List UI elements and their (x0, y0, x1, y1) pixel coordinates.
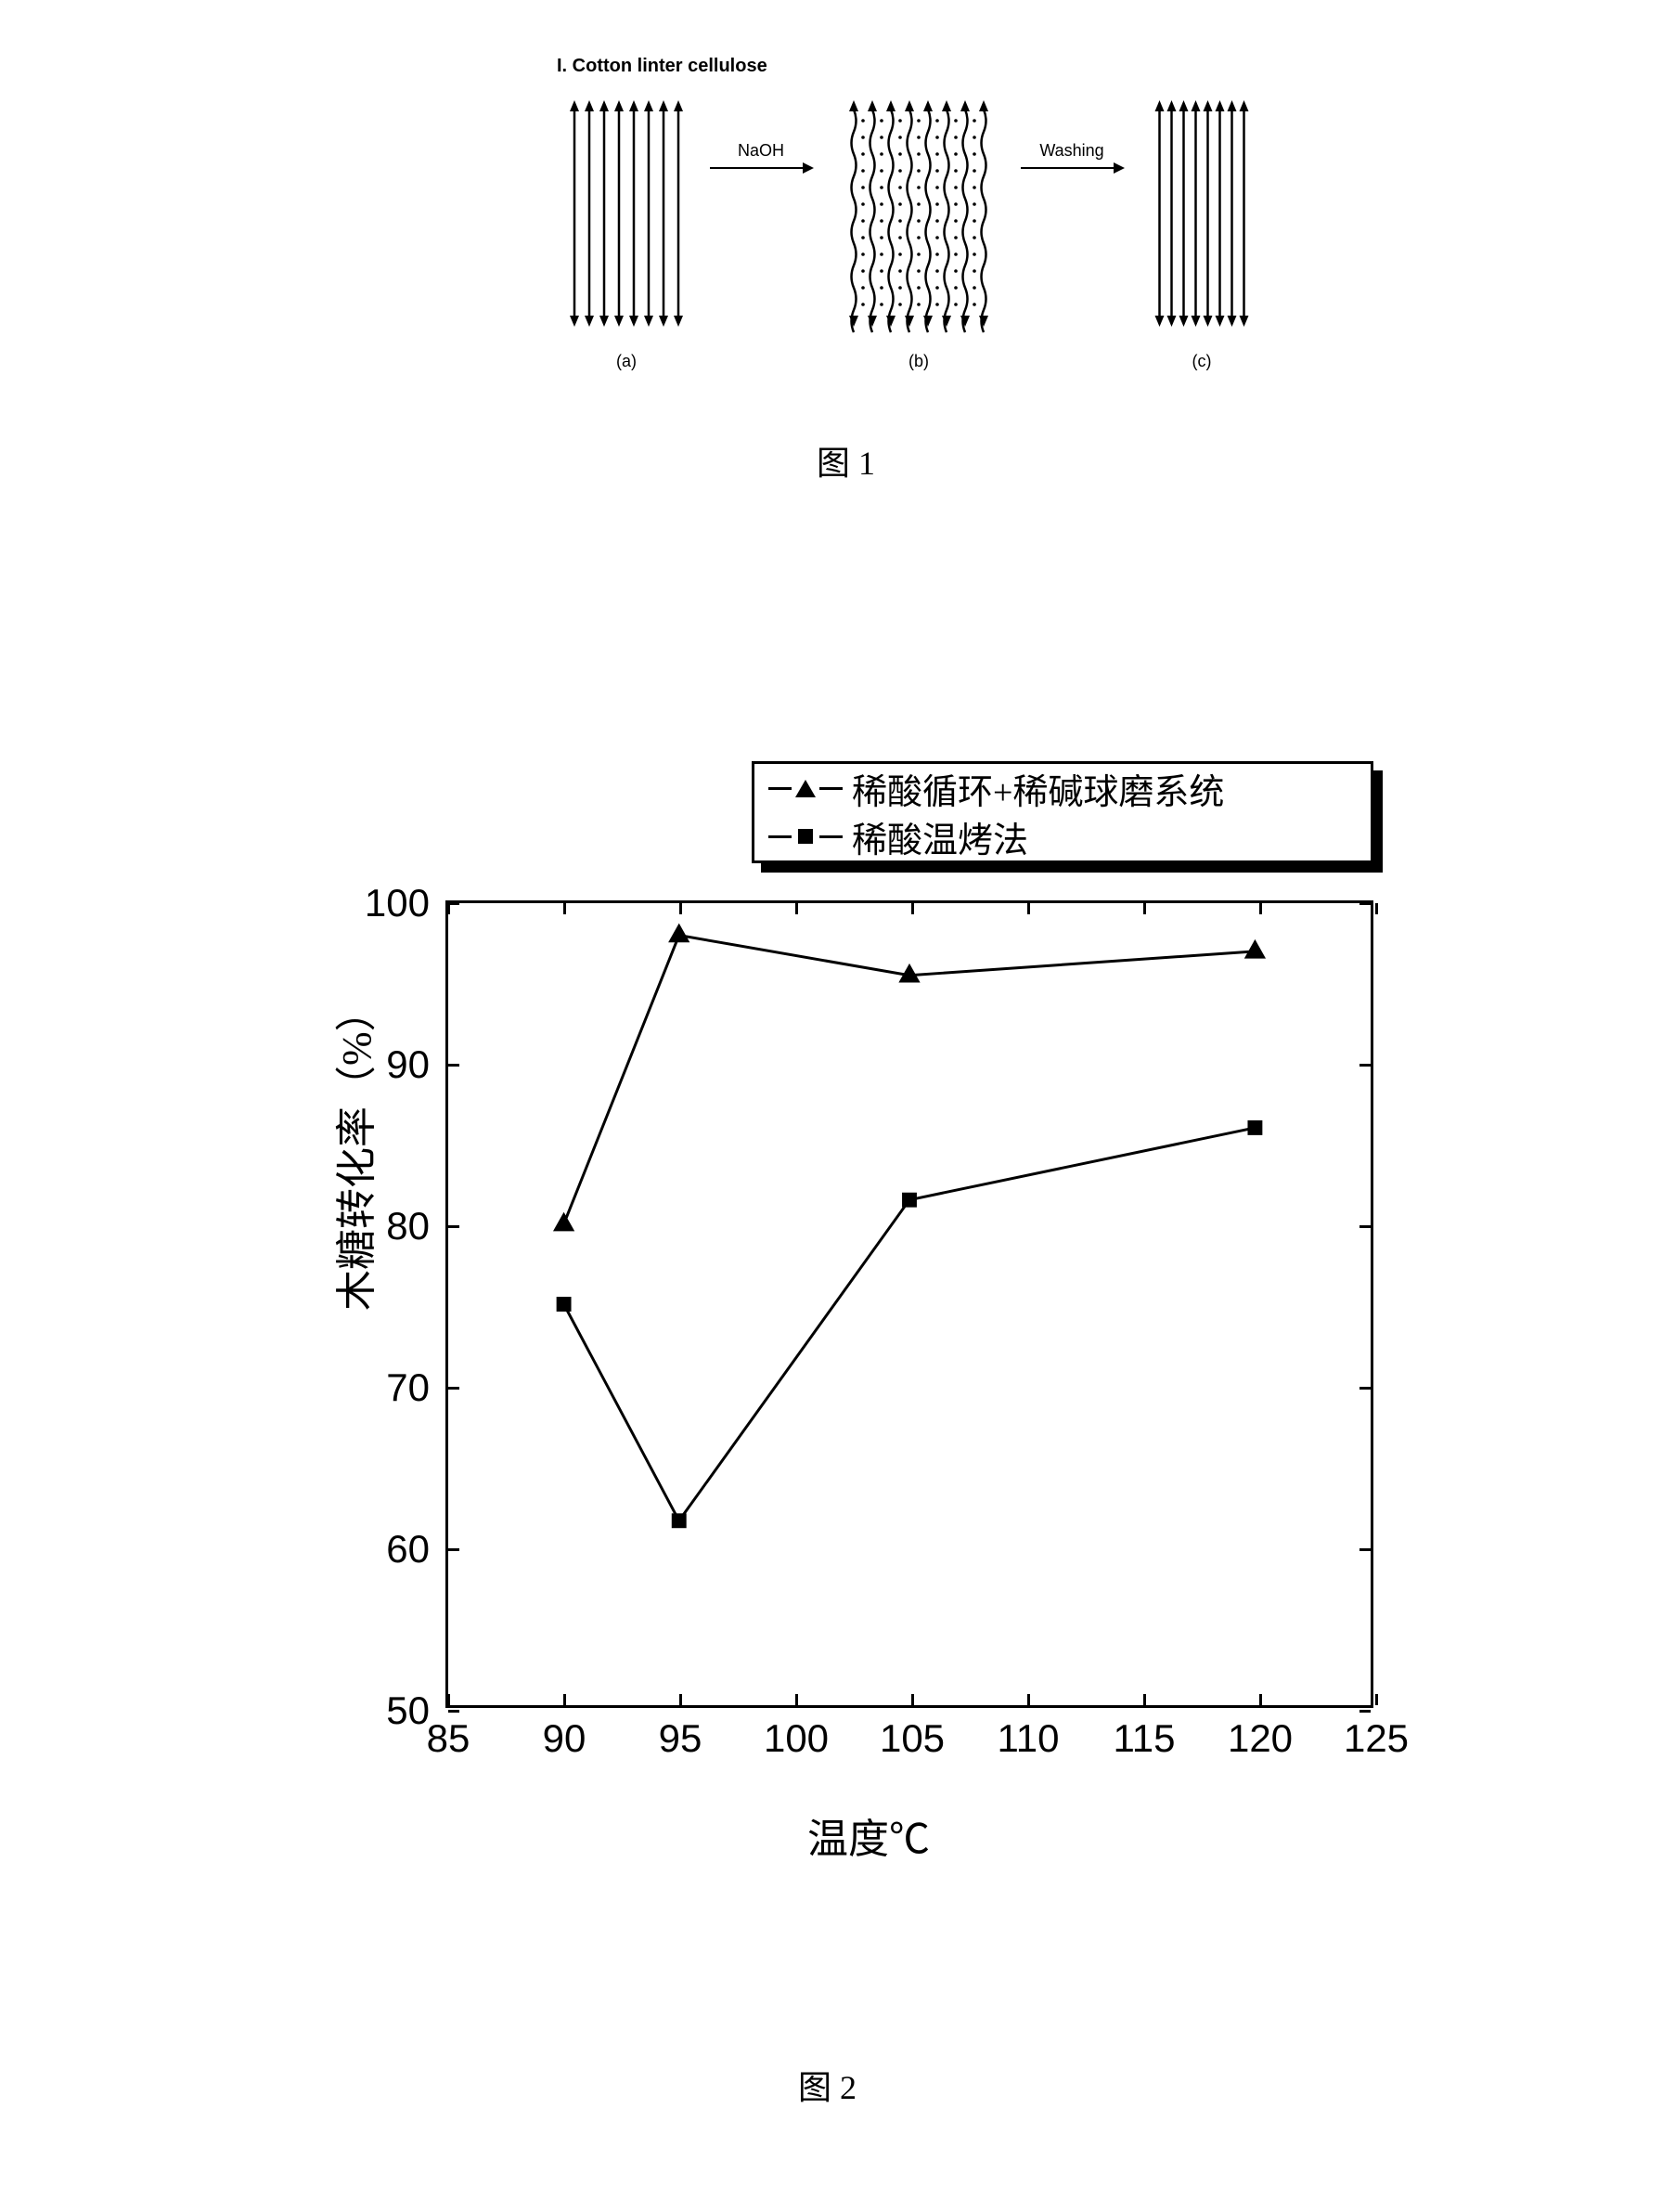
panel-c-label: (c) (1192, 352, 1212, 371)
x-axis-title: 温度℃ (807, 1805, 930, 1865)
y-tick-label: 60 (346, 1527, 430, 1572)
y-tick (448, 902, 459, 905)
y-tick (1359, 902, 1371, 905)
legend-item-series1: 稀酸循环+稀碱球磨系统 (754, 764, 1371, 812)
fig1-caption: 图 1 (817, 436, 875, 485)
square-icon (798, 829, 813, 844)
arrow-line-icon (710, 167, 812, 169)
washing-label: Washing (1021, 141, 1123, 161)
panel-a-label: (a) (616, 352, 637, 371)
x-tick (1027, 1694, 1030, 1705)
x-tick-label: 100 (764, 1716, 829, 1761)
y-tick (448, 1225, 459, 1228)
y-axis-title: 木糖转化率（%） (323, 990, 382, 1311)
arrow-naoh: NaOH (710, 167, 812, 169)
fiber-diagram-b (835, 93, 1002, 334)
x-tick (1259, 903, 1262, 914)
x-tick (447, 903, 450, 914)
x-tick (1375, 1694, 1378, 1705)
x-tick (1259, 1694, 1262, 1705)
legend-label-1: 稀酸循环+稀碱球磨系统 (852, 763, 1224, 814)
x-tick (563, 903, 566, 914)
x-tick (911, 903, 914, 914)
x-tick-label: 120 (1228, 1716, 1293, 1761)
arrow-line-icon (1021, 167, 1123, 169)
x-tick (447, 1694, 450, 1705)
x-tick (1027, 903, 1030, 914)
x-tick-label: 105 (880, 1716, 945, 1761)
y-tick (1359, 1710, 1371, 1713)
x-tick (911, 1694, 914, 1705)
y-tick (1359, 1548, 1371, 1551)
legend-item-series2: 稀酸温烤法 (754, 812, 1371, 860)
legend-marker-square (768, 829, 843, 844)
fiber-diagram-a (557, 93, 696, 334)
x-tick-label: 85 (427, 1716, 470, 1761)
x-tick-label: 90 (543, 1716, 586, 1761)
x-tick (563, 1694, 566, 1705)
chart-plot-area: 5060708090100 859095100105110115120125 (445, 900, 1373, 1708)
fig1-panel-a: (a) (557, 93, 696, 339)
y-tick (1359, 1225, 1371, 1228)
fig2-caption: 图 2 (798, 2061, 857, 2109)
x-tick (1143, 903, 1146, 914)
chart-legend: 稀酸循环+稀碱球磨系统 稀酸温烤法 (752, 761, 1373, 863)
arrow-washing: Washing (1021, 167, 1123, 169)
chart-svg (448, 903, 1371, 1705)
fiber-diagram-c (1132, 93, 1271, 334)
y-tick-label: 70 (346, 1365, 430, 1410)
x-tick (679, 903, 682, 914)
legend-label-2: 稀酸温烤法 (852, 811, 1028, 862)
x-tick (679, 1694, 682, 1705)
y-tick (448, 1710, 459, 1713)
x-tick-label: 110 (998, 1716, 1060, 1761)
x-tick-label: 95 (659, 1716, 702, 1761)
x-tick-label: 125 (1344, 1716, 1409, 1761)
figure-1: I. Cotton linter cellulose (a) NaOH (b) … (557, 56, 1281, 408)
y-tick (1359, 1387, 1371, 1390)
x-tick (795, 903, 798, 914)
y-tick (1359, 1064, 1371, 1067)
y-tick-label: 50 (346, 1688, 430, 1733)
y-tick-label: 100 (346, 881, 430, 925)
x-tick (795, 1694, 798, 1705)
figure-2: 稀酸循环+稀碱球磨系统 稀酸温烤法 5060708090100 85909510… (232, 761, 1438, 1921)
y-tick (448, 1064, 459, 1067)
x-tick (1375, 903, 1378, 914)
panel-b-label: (b) (908, 352, 929, 371)
y-tick (448, 1548, 459, 1551)
x-tick-label: 115 (1114, 1716, 1176, 1761)
fig1-title: I. Cotton linter cellulose (557, 56, 767, 77)
legend-marker-triangle (768, 780, 843, 797)
triangle-icon (795, 780, 816, 797)
fig1-panel-b: (b) (835, 93, 1002, 339)
naoh-label: NaOH (710, 141, 812, 161)
x-tick (1143, 1694, 1146, 1705)
y-tick (448, 1387, 459, 1390)
fig1-panel-c: (c) (1132, 93, 1271, 339)
